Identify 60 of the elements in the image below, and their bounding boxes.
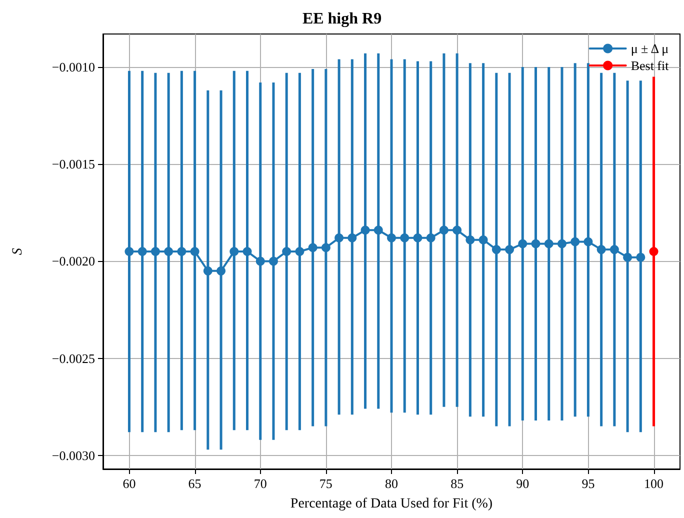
point bbox=[374, 226, 383, 235]
point bbox=[505, 245, 514, 254]
point bbox=[387, 233, 396, 242]
point bbox=[177, 247, 186, 256]
point bbox=[439, 226, 448, 235]
point bbox=[531, 239, 540, 248]
point bbox=[413, 233, 422, 242]
legend-label: μ ± Δ μ bbox=[630, 41, 669, 56]
point bbox=[150, 247, 160, 256]
y-tick-label: −0.0010 bbox=[52, 60, 95, 75]
point bbox=[636, 252, 646, 262]
point bbox=[544, 239, 554, 248]
point bbox=[400, 233, 410, 242]
y-tick-label: −0.0015 bbox=[52, 156, 95, 172]
point bbox=[321, 243, 330, 252]
x-tick-label: 65 bbox=[188, 476, 202, 491]
point bbox=[164, 247, 174, 256]
point bbox=[230, 247, 239, 256]
x-tick-label: 100 bbox=[644, 476, 664, 491]
y-tick-label: −0.0025 bbox=[52, 350, 95, 366]
point bbox=[570, 237, 580, 246]
point bbox=[216, 266, 226, 276]
point bbox=[268, 256, 278, 266]
point bbox=[256, 256, 265, 266]
point bbox=[649, 247, 658, 256]
x-tick-label: 60 bbox=[122, 476, 136, 491]
point bbox=[360, 226, 370, 235]
point bbox=[518, 239, 528, 248]
point bbox=[478, 235, 488, 244]
y-axis-title: S bbox=[10, 248, 26, 255]
point bbox=[492, 245, 501, 254]
point bbox=[295, 247, 304, 256]
point bbox=[584, 237, 593, 246]
x-tick-label: 80 bbox=[385, 476, 398, 491]
point bbox=[242, 247, 252, 256]
point bbox=[452, 226, 462, 235]
x-tick-label: 95 bbox=[582, 476, 595, 491]
legend-label: Best fit bbox=[630, 58, 670, 73]
point bbox=[466, 235, 475, 244]
point bbox=[334, 233, 344, 242]
point bbox=[348, 233, 357, 242]
x-tick-label: 90 bbox=[516, 476, 530, 491]
point bbox=[282, 247, 292, 256]
x-tick-label: 75 bbox=[319, 476, 332, 491]
x-tick-label: 85 bbox=[450, 476, 464, 491]
point bbox=[138, 247, 147, 256]
point bbox=[124, 247, 134, 256]
x-tick-label: 70 bbox=[254, 476, 267, 491]
point bbox=[596, 245, 606, 254]
point bbox=[203, 266, 212, 276]
point bbox=[308, 243, 318, 252]
x-axis-title: Percentage of Data Used for Fit (%) bbox=[290, 496, 493, 512]
point bbox=[623, 252, 632, 262]
point bbox=[557, 239, 566, 248]
y-tick-label: −0.0030 bbox=[52, 448, 95, 463]
chart-title: EE high R9 bbox=[302, 10, 382, 28]
point bbox=[190, 247, 200, 256]
point bbox=[426, 233, 436, 242]
y-tick-label: −0.0020 bbox=[52, 254, 95, 269]
point bbox=[610, 245, 619, 254]
